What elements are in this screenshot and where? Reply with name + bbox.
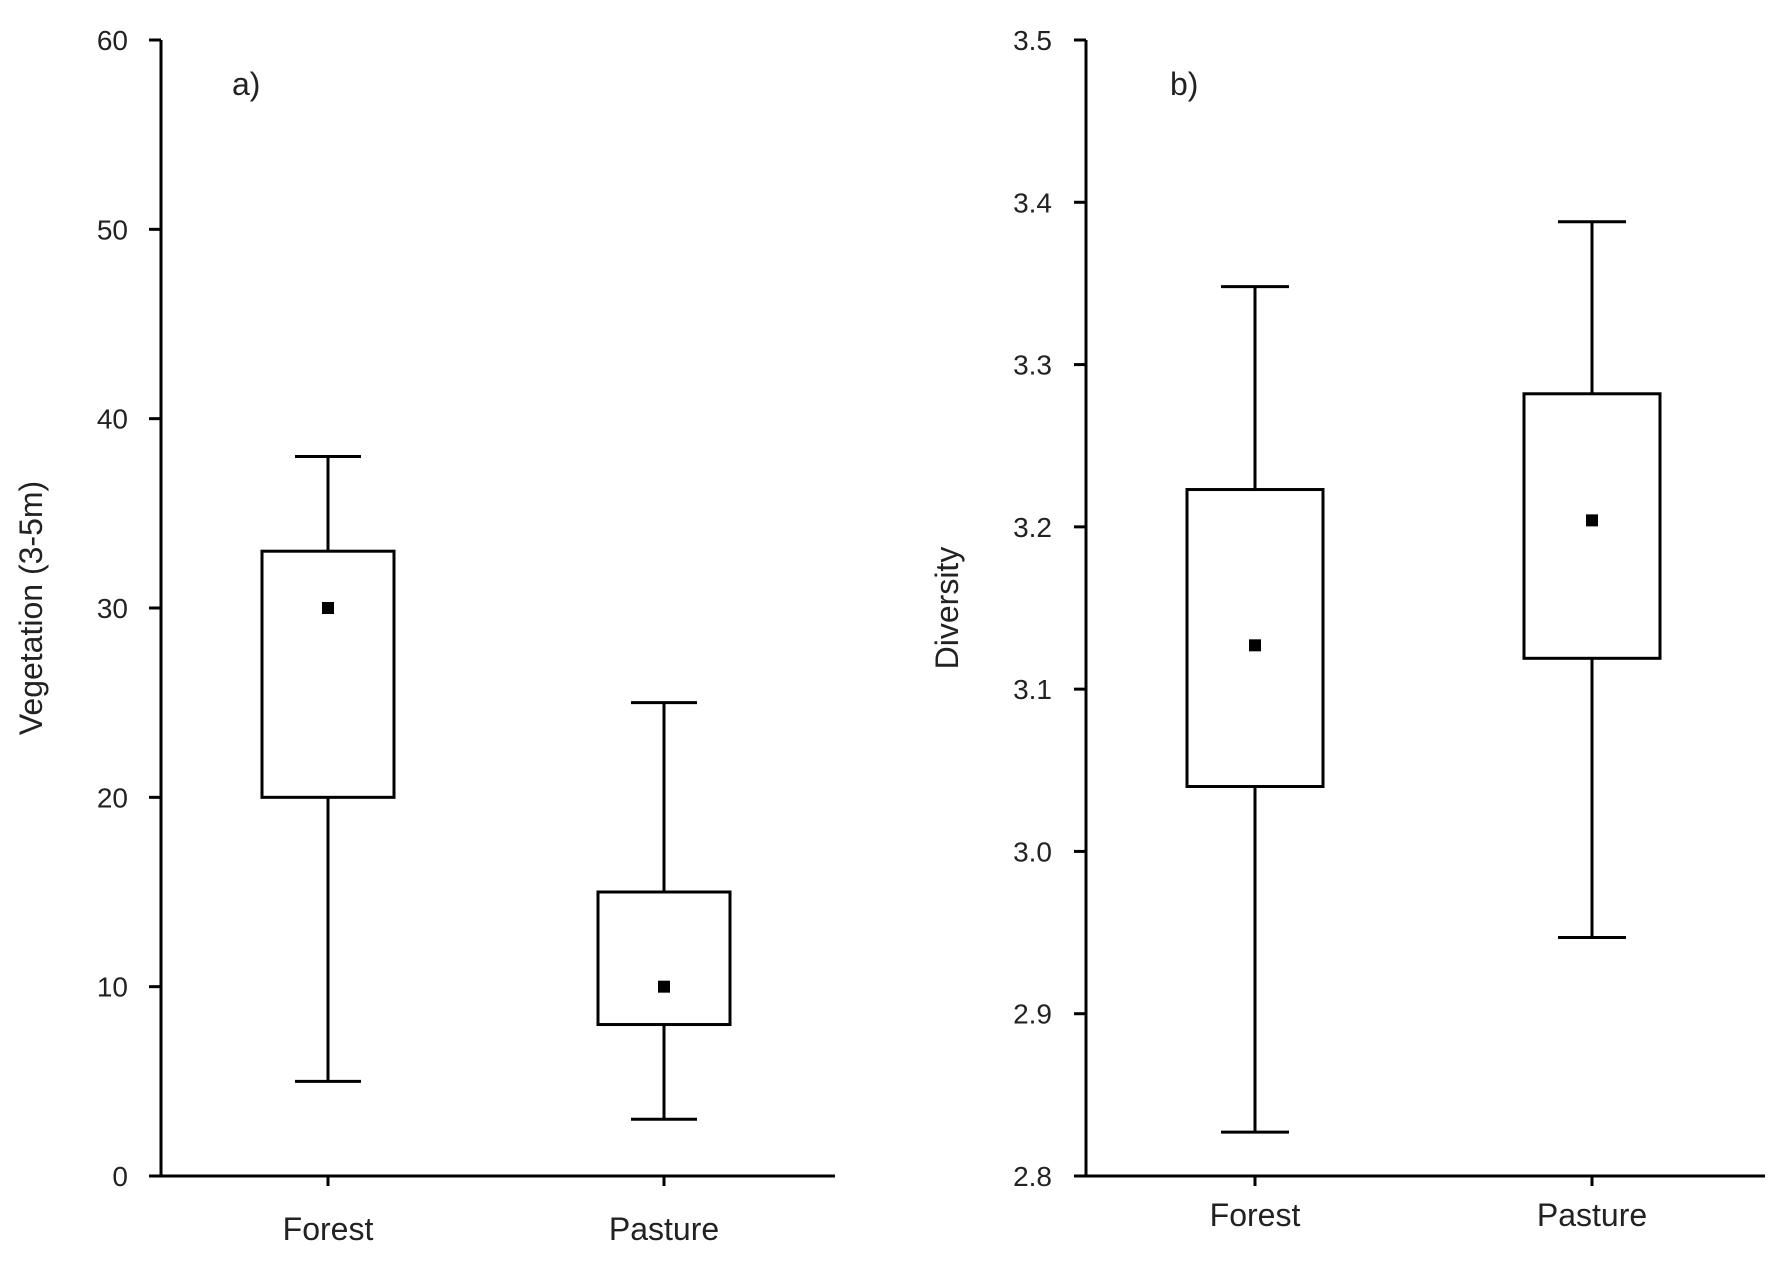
mean-marker (658, 980, 670, 993)
y-axis-title: Vegetation (3-5m) (13, 481, 49, 735)
x-tick-label: Pasture (1537, 1197, 1647, 1233)
mean-marker (1586, 514, 1598, 527)
panel-b: 2.8 2.9 3.0 3.1 3.2 3.3 3.4 3.5 Forest Pasture Div… (929, 25, 1765, 1233)
y-tick-label: 0 (112, 1161, 128, 1192)
y-tick-label: 2.8 (1013, 1161, 1052, 1192)
panel-a: 0 10 20 30 40 50 60 Forest Pasture Vegetation (3-… (13, 25, 835, 1247)
y-tick-label: 50 (97, 214, 128, 245)
y-tick-label: 40 (97, 404, 128, 435)
y-tick-label: 3.4 (1013, 187, 1052, 218)
y-tick-label: 3.5 (1013, 25, 1052, 56)
y-axis-title: Diversity (929, 547, 965, 670)
mean-marker (322, 602, 334, 614)
y-tick-label: 3.0 (1013, 836, 1052, 867)
x-tick-label: Pasture (609, 1211, 719, 1247)
box-plot-pasture (1522, 220, 1662, 939)
y-tick-label: 3.2 (1013, 512, 1052, 543)
x-tick-label: Forest (283, 1211, 374, 1247)
box-plot-forest (260, 455, 396, 1083)
iqr-box (596, 890, 732, 1027)
box-plot-forest (1185, 285, 1325, 1134)
iqr-box (1185, 488, 1325, 789)
y-tick-label: 20 (97, 782, 128, 813)
x-tick-label: Forest (1210, 1197, 1301, 1233)
panel-label: a) (232, 66, 260, 102)
y-tick-label: 3.3 (1013, 350, 1052, 381)
y-tick-label: 3.1 (1013, 674, 1052, 705)
box-plot-pasture (596, 701, 732, 1121)
y-tick-label: 30 (97, 593, 128, 624)
y-tick-label: 60 (97, 25, 128, 56)
panel-label: b) (1170, 66, 1198, 102)
iqr-box (260, 549, 396, 799)
mean-marker (1249, 639, 1261, 652)
y-tick-label: 10 (97, 972, 128, 1003)
y-tick-label: 2.9 (1013, 999, 1052, 1030)
